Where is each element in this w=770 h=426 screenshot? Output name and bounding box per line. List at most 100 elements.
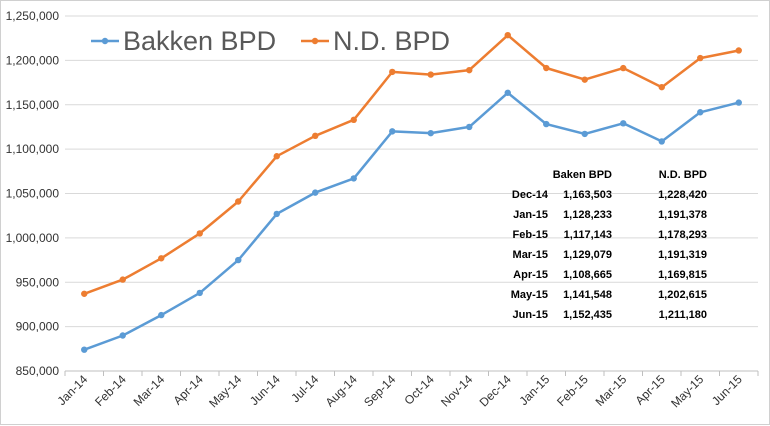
data-point	[158, 255, 165, 262]
data-series	[81, 31, 742, 353]
data-point	[543, 120, 550, 128]
table-cell: Feb-15	[513, 229, 548, 241]
series-line	[83, 33, 740, 295]
x-tick-label: Nov-14	[438, 372, 475, 409]
y-tick-label: 1,200,000	[6, 53, 60, 67]
legend-swatch-marker	[101, 37, 109, 45]
data-point	[389, 128, 396, 135]
data-point	[697, 54, 704, 62]
x-tick-label: Jul-14	[288, 372, 321, 405]
data-point	[581, 76, 588, 83]
data-point	[543, 64, 550, 72]
x-tick-label: Jun-15	[709, 372, 745, 408]
data-point	[658, 83, 665, 91]
y-tick-label: 1,150,000	[6, 98, 60, 112]
table-cell: 1,178,293	[658, 229, 707, 241]
table-cell: 1,128,233	[563, 209, 612, 221]
table-cell: Mar-15	[513, 249, 548, 261]
data-point	[389, 68, 396, 76]
y-tick-label: 1,250,000	[6, 9, 60, 23]
x-tick-label: Apr-15	[632, 372, 668, 408]
gridlines	[65, 15, 758, 328]
x-tick-label: Sep-14	[361, 372, 398, 409]
data-point	[735, 47, 742, 54]
x-tick-label: Jan-15	[517, 372, 553, 408]
y-tick-label: 850,000	[16, 364, 60, 378]
table-cell: 1,129,079	[563, 249, 612, 261]
table-header: Baken BPD	[553, 169, 612, 181]
table-cell: Jan-15	[513, 209, 548, 221]
data-point	[273, 153, 280, 160]
table-cell: 1,191,378	[658, 209, 707, 221]
x-tick-label: Feb-14	[92, 372, 129, 409]
data-point	[350, 175, 357, 182]
x-axis-ticks: Jan-14 Feb-14 Mar-14 Apr-14 May-14 Jun-14 Jul-…	[55, 372, 746, 410]
table-cell: 1,169,815	[658, 269, 707, 281]
x-tick-label: Mar-15	[593, 372, 630, 409]
x-tick-label: Mar-14	[131, 372, 168, 409]
data-point	[581, 130, 588, 138]
data-point	[81, 290, 88, 297]
data-point	[312, 189, 319, 196]
legend: Bakken BPD N.D. BPD	[91, 26, 450, 56]
y-tick-label: 1,000,000	[6, 231, 60, 245]
data-point	[119, 276, 126, 283]
data-point	[466, 123, 473, 131]
table-cell: 1,163,503	[563, 189, 612, 201]
axes	[64, 370, 759, 376]
annotation-table: Baken BPD N.D. BPD Dec-14 1,163,503 1,228,42…	[511, 169, 707, 321]
y-tick-label: 950,000	[16, 275, 60, 289]
data-point	[697, 109, 704, 116]
x-tick-label: Jun-14	[247, 372, 283, 408]
data-point	[196, 230, 203, 237]
data-point	[158, 311, 165, 319]
legend-label: N.D. BPD	[333, 26, 450, 56]
table-cell: 1,117,143	[564, 229, 612, 241]
data-point	[119, 332, 126, 339]
data-point	[235, 256, 242, 264]
data-point	[196, 289, 203, 297]
data-point	[466, 66, 473, 74]
y-tick-label: 1,050,000	[6, 187, 60, 201]
x-tick-label: Feb-15	[554, 372, 591, 409]
data-point	[620, 120, 627, 127]
table-cell: 1,191,319	[658, 249, 707, 261]
y-tick-label: 900,000	[16, 320, 60, 334]
data-point	[350, 116, 357, 124]
data-point	[620, 64, 627, 72]
table-cell: 1,152,435	[563, 309, 612, 321]
x-tick-label: May-15	[668, 372, 706, 410]
table-cell: 1,141,548	[563, 289, 612, 301]
x-tick-label: May-14	[206, 372, 244, 410]
x-tick-label: Oct-14	[402, 372, 438, 408]
data-point	[735, 99, 742, 106]
data-point	[504, 31, 511, 39]
x-tick-label: Dec-14	[477, 372, 514, 409]
table-cell: 1,228,420	[658, 189, 707, 201]
data-point	[427, 129, 434, 137]
y-tick-label: 1,100,000	[6, 142, 60, 156]
x-tick-label: Aug-14	[323, 372, 360, 409]
data-point	[273, 210, 280, 218]
legend-label: Bakken BPD	[123, 26, 276, 56]
table-header: N.D. BPD	[659, 169, 707, 181]
table-cell: 1,202,615	[658, 289, 707, 301]
x-tick-label: Apr-14	[170, 372, 206, 408]
table-cell: Dec-14	[512, 189, 549, 201]
y-axis-ticks: 850,000 900,000 950,000 1,000,000 1,050,000 1…	[6, 9, 60, 378]
table-cell: 1,108,665	[563, 269, 612, 281]
data-point	[658, 138, 665, 145]
table-cell: Jun-15	[513, 309, 548, 321]
series-line	[83, 91, 740, 351]
table-cell: 1,211,180	[659, 309, 707, 321]
data-point	[81, 346, 88, 353]
data-point	[427, 71, 434, 78]
data-point	[312, 132, 319, 140]
data-point	[504, 89, 511, 96]
table-cell: May-15	[511, 289, 548, 301]
legend-swatch-marker	[311, 37, 319, 45]
data-point	[235, 198, 242, 205]
x-tick-label: Jan-14	[55, 372, 91, 408]
table-cell: Apr-15	[513, 269, 548, 281]
